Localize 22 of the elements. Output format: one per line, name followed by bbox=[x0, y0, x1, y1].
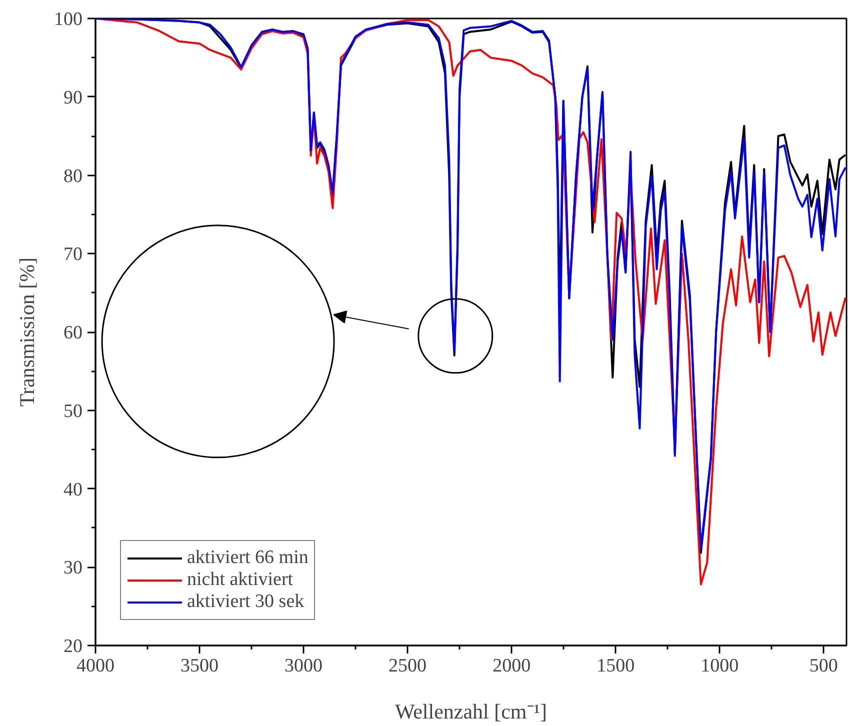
x-tick-label: 2500 bbox=[388, 656, 427, 676]
legend-label: aktiviert 30 sek bbox=[187, 591, 304, 613]
y-tick-label: 40 bbox=[64, 479, 82, 500]
legend-label: aktiviert 66 min bbox=[187, 547, 308, 569]
y-tick-label: 20 bbox=[64, 636, 82, 657]
y-axis-title: Transmission [%] bbox=[15, 257, 39, 407]
x-axis-title: Wellenzahl [cm⁻¹] bbox=[394, 700, 548, 724]
legend-label: nicht aktiviert bbox=[187, 569, 294, 591]
y-tick-label: 80 bbox=[64, 166, 82, 187]
y-tick-label: 100 bbox=[54, 9, 82, 30]
x-tick-label: 500 bbox=[809, 656, 838, 676]
x-tick-label: 1000 bbox=[700, 656, 739, 676]
x-tick-label: 1500 bbox=[596, 656, 635, 676]
x-tick-label: 4000 bbox=[76, 656, 114, 676]
y-tick-label: 60 bbox=[64, 322, 82, 344]
y-tick-label: 30 bbox=[64, 558, 82, 579]
x-tick-label: 3000 bbox=[284, 656, 323, 676]
y-tick-label: 90 bbox=[64, 87, 82, 108]
x-tick-label: 3500 bbox=[180, 656, 219, 676]
y-tick-label: 50 bbox=[64, 400, 82, 422]
x-tick-label: 2000 bbox=[492, 656, 531, 676]
y-tick-label: 70 bbox=[64, 244, 82, 266]
